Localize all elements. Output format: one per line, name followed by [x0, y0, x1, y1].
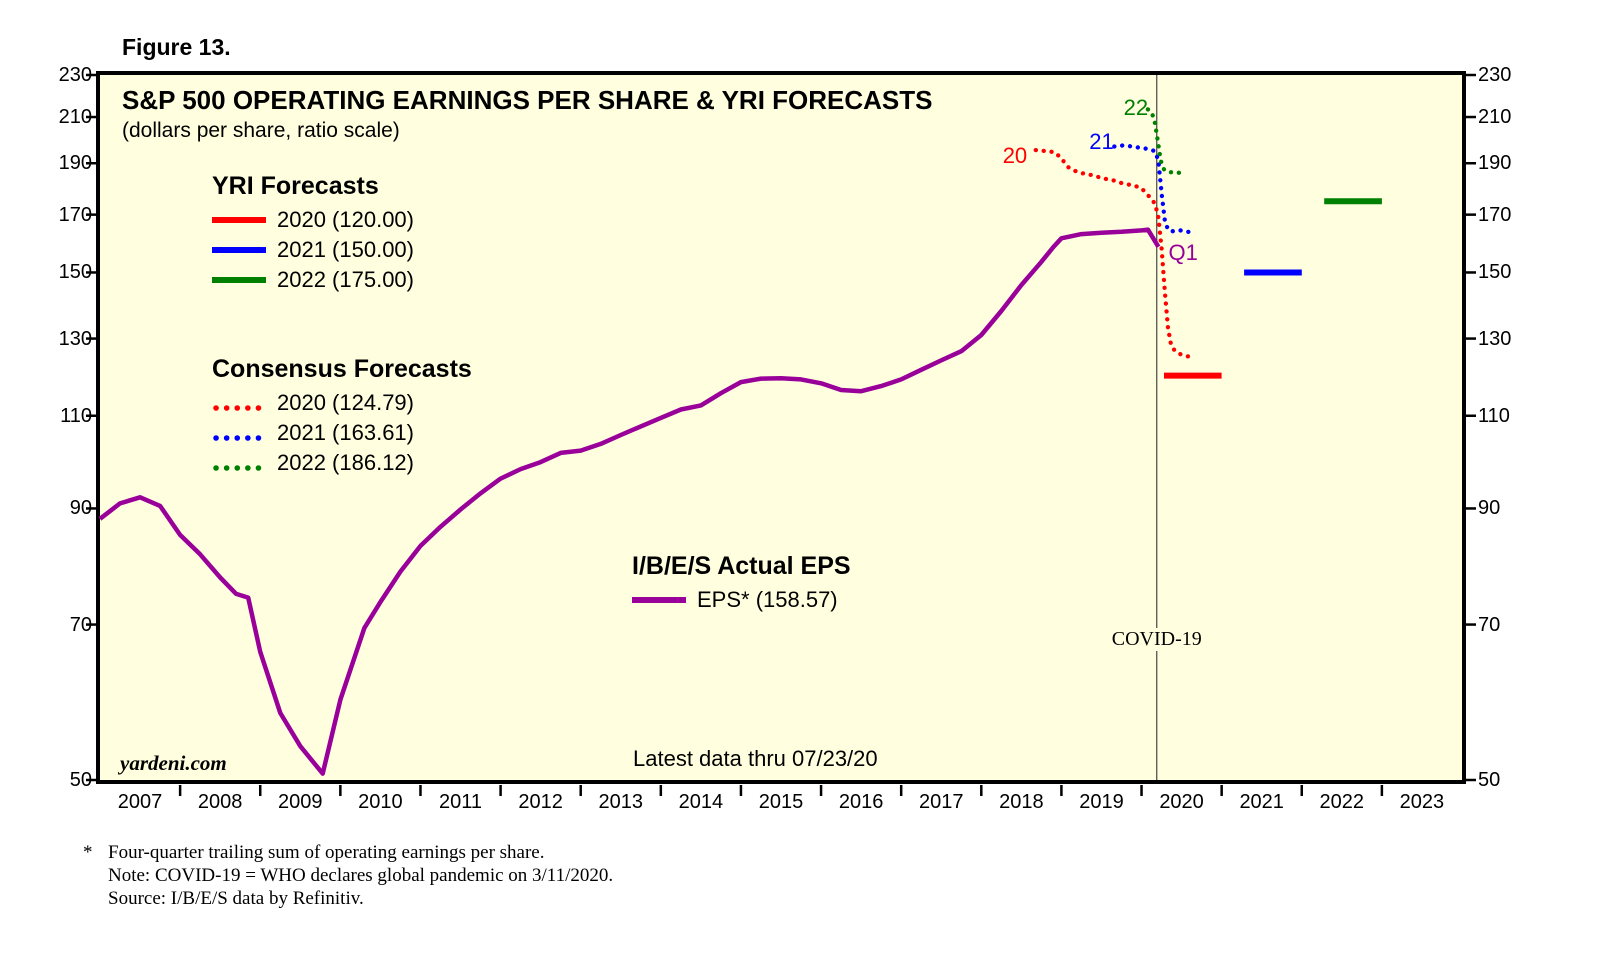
- actual-eps-header: I/B/E/S Actual EPS: [632, 552, 851, 580]
- figure-label: Figure 13.: [122, 34, 231, 60]
- series-label-22: 22: [1123, 95, 1149, 121]
- footnote-indent: [83, 864, 108, 887]
- series-consensus-2021: [1112, 143, 1194, 235]
- x-axis-label-2009: 2009: [278, 791, 323, 813]
- yri-2022-line-swatch: [212, 277, 266, 283]
- y-axis-label-left: 130: [58, 327, 92, 350]
- consensus-forecasts-header: Consensus Forecasts: [212, 355, 472, 383]
- y-axis-label-left: 50: [69, 769, 92, 791]
- actual-eps-label: EPS* (158.57): [697, 587, 838, 612]
- series-i-b-e-s-actual-eps: [98, 227, 1161, 776]
- footnote-text-2: Note: COVID-19 = WHO declares global pan…: [108, 865, 614, 886]
- y-axis-label-left: 90: [69, 497, 92, 520]
- actual-eps-legend: I/B/E/S Actual EPS EPS* (158.57): [632, 552, 851, 615]
- consensus-2020-dotted-swatch: [212, 399, 266, 411]
- y-axis-label-right: 70: [1478, 613, 1501, 636]
- y-axis-label-right: 230: [1478, 64, 1512, 86]
- y-axis-label-right: 210: [1478, 106, 1512, 129]
- chart-plot-area: S&P 500 OPERATING EARNINGS PER SHARE & Y…: [86, 71, 1476, 796]
- yardeni-watermark: yardeni.com: [120, 751, 227, 775]
- legend-row-consensus-2021: 2021 (163.61): [212, 418, 472, 448]
- legend-row-yri-2020: 2020 (120.00): [212, 205, 414, 235]
- x-axis-label-2023: 2023: [1399, 791, 1445, 813]
- yri-forecasts-header: YRI Forecasts: [212, 172, 379, 200]
- plot-canvas: [86, 73, 1476, 796]
- y-axis-label-left: 230: [58, 64, 92, 86]
- yri-2022-label: 2022 (175.00): [277, 267, 414, 292]
- consensus-2021-label: 2021 (163.61): [277, 420, 414, 445]
- footnote-text-1: Four-quarter trailing sum of operating e…: [108, 842, 545, 863]
- series-label-21: 21: [1089, 128, 1114, 154]
- x-axis-label-2021: 2021: [1239, 791, 1284, 813]
- legend-row-yri-2021: 2021 (150.00): [212, 235, 414, 265]
- x-axis-label-2015: 2015: [758, 791, 804, 813]
- x-axis-label-2017: 2017: [918, 791, 964, 813]
- x-axis-label-2018: 2018: [999, 791, 1044, 813]
- y-axis-label-right: 170: [1478, 203, 1512, 226]
- y-axis-label-left: 190: [58, 152, 92, 175]
- yri-2021-line-swatch: [212, 247, 266, 253]
- x-axis-label-2014: 2014: [678, 791, 724, 813]
- y-axis-label-right: 50: [1478, 769, 1501, 791]
- y-axis-label-right: 190: [1478, 152, 1512, 175]
- legend-row-consensus-2022: 2022 (186.12): [212, 448, 472, 478]
- consensus-forecasts-legend: Consensus Forecasts 2020 (124.79) 2021 (…: [212, 355, 472, 478]
- legend-row-yri-2022: 2022 (175.00): [212, 265, 414, 295]
- latest-data-note: Latest data thru 07/23/20: [633, 746, 878, 771]
- consensus-2022-label: 2022 (186.12): [277, 450, 414, 475]
- x-axis-label-2011: 2011: [439, 791, 483, 813]
- footnote-line-2: Note: COVID-19 = WHO declares global pan…: [83, 864, 613, 887]
- actual-eps-line-swatch: [632, 597, 686, 603]
- yri-forecasts-legend: YRI Forecasts 2020 (120.00) 2021 (150.00…: [212, 172, 414, 295]
- legend-row-actual-eps: EPS* (158.57): [632, 585, 851, 615]
- series-label-q1: Q1: [1168, 239, 1198, 265]
- x-axis-label-2020: 2020: [1159, 791, 1204, 813]
- legend-row-consensus-2020: 2020 (124.79): [212, 388, 472, 418]
- y-axis-label-left: 110: [60, 404, 92, 427]
- y-axis-label-left: 70: [69, 613, 92, 636]
- y-axis-label-right: 90: [1478, 497, 1501, 520]
- y-axis-label-right: 110: [1478, 404, 1510, 427]
- consensus-2022-dotted-swatch: [212, 459, 266, 471]
- y-axis-label-left: 150: [58, 261, 92, 284]
- x-axis-label-2016: 2016: [838, 791, 884, 813]
- y-axis-label-right: 130: [1478, 327, 1512, 350]
- chart-title: S&P 500 OPERATING EARNINGS PER SHARE & Y…: [122, 85, 933, 115]
- y-axis-label-left: 210: [58, 106, 92, 129]
- footnotes: * Four-quarter trailing sum of operating…: [83, 841, 613, 910]
- series-consensus-2022: [1145, 107, 1186, 175]
- footnote-line-3: Source: I/B/E/S data by Refinitiv.: [83, 887, 613, 910]
- covid-19-annotation: COVID-19: [1106, 628, 1207, 651]
- footnote-line-1: * Four-quarter trailing sum of operating…: [83, 841, 613, 864]
- x-axis-label-2008: 2008: [197, 791, 243, 813]
- x-axis-label-2022: 2022: [1319, 791, 1365, 813]
- chart-subtitle: (dollars per share, ratio scale): [122, 119, 400, 142]
- x-axis-label-2012: 2012: [518, 791, 563, 813]
- consensus-2021-dotted-swatch: [212, 429, 266, 441]
- x-axis-label-2019: 2019: [1079, 791, 1124, 813]
- yri-2020-label: 2020 (120.00): [277, 207, 414, 232]
- footnote-text-3: Source: I/B/E/S data by Refinitiv.: [108, 888, 364, 909]
- footnote-asterisk: *: [83, 842, 93, 863]
- series-consensus-2020: [1033, 147, 1195, 360]
- yri-2020-line-swatch: [212, 217, 266, 223]
- y-axis-label-right: 150: [1478, 261, 1512, 284]
- consensus-2020-label: 2020 (124.79): [277, 390, 414, 415]
- yri-2021-label: 2021 (150.00): [277, 237, 414, 262]
- series-label-20: 20: [1002, 143, 1028, 169]
- x-axis-label-2010: 2010: [358, 791, 403, 813]
- footnote-indent: [83, 887, 108, 910]
- x-axis-label-2007: 2007: [117, 791, 163, 813]
- y-axis-label-left: 170: [58, 203, 92, 226]
- x-axis-label-2013: 2013: [598, 791, 644, 813]
